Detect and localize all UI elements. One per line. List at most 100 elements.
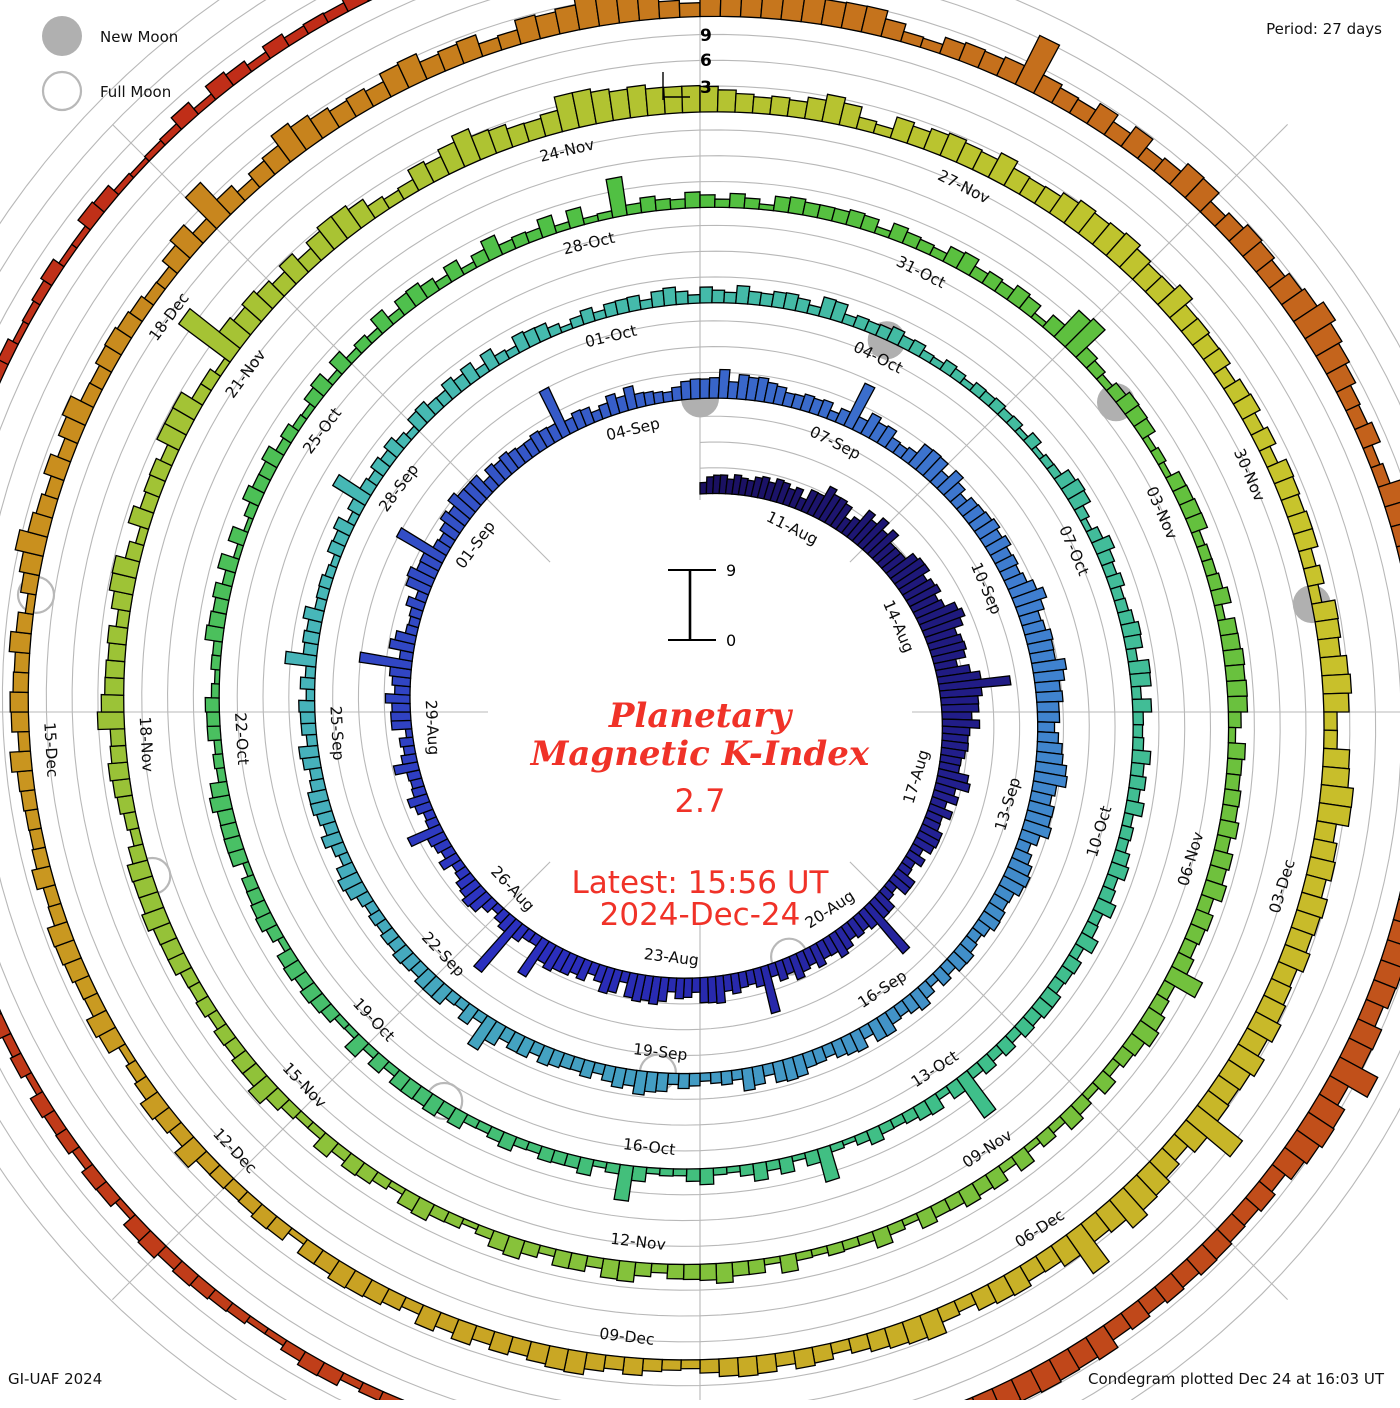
kp-bar (306, 788, 330, 806)
kp-bar (765, 1158, 782, 1172)
kp-bar (790, 1152, 807, 1163)
kp-bar (300, 722, 318, 736)
kp-bar (938, 686, 983, 699)
kp-bar (921, 616, 964, 639)
kp-bar (21, 300, 41, 326)
kp-bar (309, 372, 334, 398)
kp-bar (800, 0, 827, 26)
kp-bar (842, 382, 876, 431)
kp-bar (738, 1163, 755, 1178)
kp-bar (747, 1258, 767, 1276)
kp-bar (104, 676, 125, 696)
kp-bar (1032, 770, 1068, 789)
kp-bar (287, 1227, 309, 1246)
kp-bar (10, 711, 30, 733)
kp-bar (884, 436, 902, 454)
kp-bar (353, 334, 373, 355)
kp-bar (977, 909, 1001, 932)
kp-bar (1377, 479, 1400, 508)
kp-bar (369, 308, 395, 335)
kp-bar (390, 719, 413, 731)
kp-bar (1384, 501, 1400, 528)
kp-bar (276, 947, 299, 969)
kp-bar (388, 1069, 412, 1092)
radial-gridline (112, 861, 551, 1300)
kp-bar (794, 297, 812, 314)
kp-bar (876, 425, 898, 449)
kp-bar (630, 973, 647, 1003)
kp-bar (743, 197, 761, 210)
kp-bar (143, 139, 166, 163)
kp-bar (859, 412, 883, 439)
kp-bar (939, 753, 963, 767)
kp-bar (213, 1022, 237, 1047)
kp-bar (28, 827, 47, 851)
kp-bar (127, 843, 149, 865)
kp-bar (1011, 586, 1048, 609)
kp-bar (124, 540, 145, 563)
kp-bar (406, 160, 435, 192)
kp-bar (1156, 284, 1194, 319)
kp-bar (849, 1027, 870, 1053)
period-readout: Period: 27 days (1266, 20, 1382, 38)
kp-bar (369, 456, 391, 478)
kp-bar (812, 485, 838, 521)
kp-bar (551, 1248, 573, 1270)
kp-bar (1250, 426, 1277, 452)
kp-bar (400, 752, 419, 766)
kp-bar (438, 851, 462, 871)
kp-bar (19, 571, 40, 596)
kp-bar (414, 1304, 442, 1332)
kp-bar (1319, 654, 1349, 677)
kp-bar (322, 1, 350, 24)
kp-bar (579, 406, 596, 427)
kp-bar (116, 794, 137, 815)
kp-bar (537, 1244, 557, 1258)
kp-bar (107, 761, 131, 782)
kp-bar (57, 243, 78, 268)
kp-bar (941, 718, 981, 729)
kp-bar (1315, 342, 1351, 376)
kp-bar (626, 84, 649, 119)
kp-bar (330, 204, 363, 240)
kp-bar (589, 88, 615, 125)
kp-bar (1132, 711, 1145, 726)
kp-bar (17, 730, 32, 753)
kp-bar (841, 1235, 861, 1252)
kp-bar (829, 300, 849, 324)
kp-bar (658, 1167, 675, 1177)
kp-bar (893, 563, 931, 591)
kp-bar (46, 920, 75, 948)
kp-bar (1084, 1324, 1119, 1361)
kp-bar (1225, 679, 1248, 698)
kp-bar (901, 1314, 929, 1345)
kp-bar (42, 884, 62, 908)
kp-bar (626, 294, 642, 313)
kp-bar (116, 310, 144, 339)
kp-bar (584, 1255, 605, 1270)
kp-bar (984, 534, 1012, 557)
kp-bar (299, 676, 316, 691)
kp-bar (61, 395, 95, 427)
kp-bar (600, 1064, 617, 1083)
kp-bar (1092, 896, 1117, 919)
kp-bar (282, 959, 307, 982)
kp-bar (699, 481, 708, 495)
kp-bar (976, 1052, 998, 1075)
kp-bar (650, 1262, 669, 1274)
kp-bar (487, 1330, 514, 1356)
kp-bar (591, 1159, 608, 1170)
kp-bar (661, 390, 674, 404)
kp-bar (111, 554, 141, 580)
date-label: 28-Oct (561, 229, 616, 259)
kp-bar (739, 0, 763, 19)
kp-bar (828, 930, 850, 959)
kp-bar (666, 1263, 685, 1280)
kp-bar (670, 385, 683, 402)
kp-bar (250, 1203, 278, 1230)
kp-bar (218, 316, 252, 350)
kp-bar (885, 325, 906, 347)
kp-bar (644, 86, 666, 117)
kp-bar (788, 952, 806, 981)
